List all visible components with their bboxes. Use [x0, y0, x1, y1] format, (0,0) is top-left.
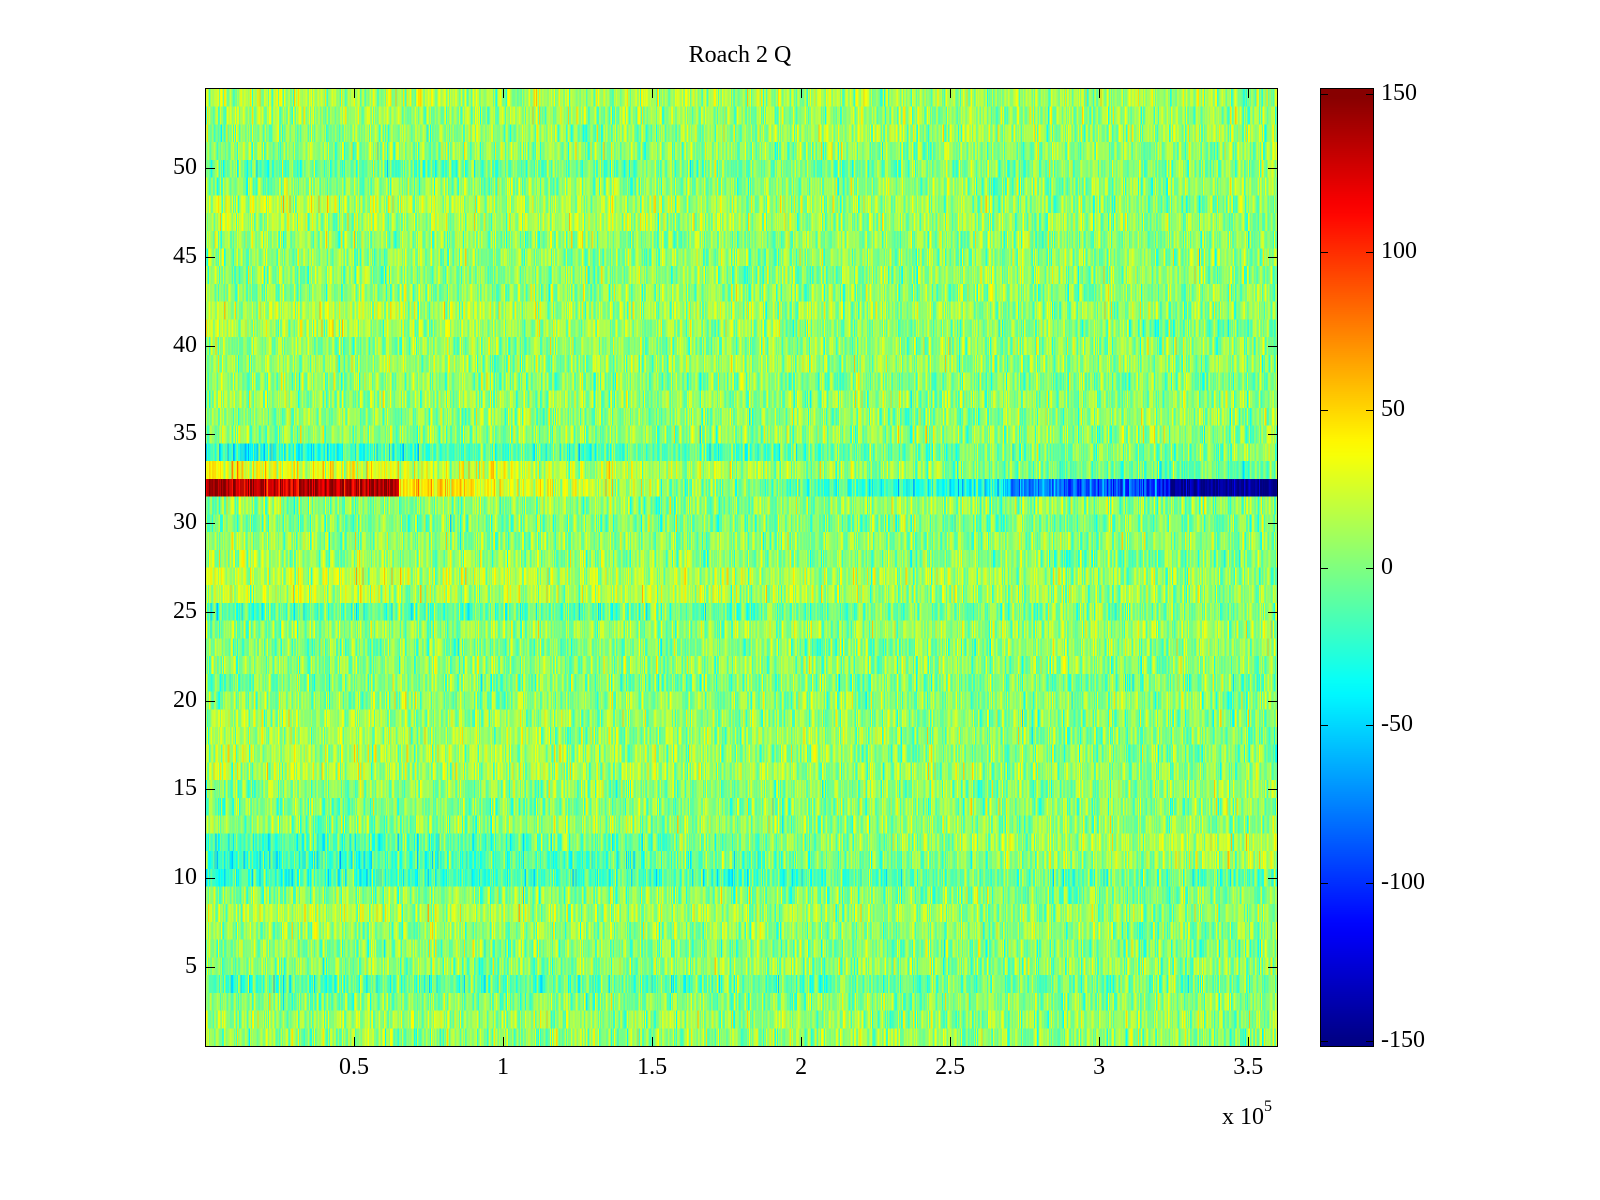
- plot-area: [205, 88, 1278, 1047]
- x-tick-top: [950, 88, 952, 98]
- y-tick-right: [1268, 611, 1278, 613]
- x-tick-label: 0.5: [339, 1054, 370, 1080]
- x-tick-top: [801, 88, 803, 98]
- colorbar-tick-right: [1366, 882, 1374, 884]
- colorbar-tick-label: 50: [1381, 395, 1405, 422]
- y-tick-left: [205, 789, 215, 791]
- colorbar-tick-right: [1366, 725, 1374, 727]
- colorbar-tick-left: [1320, 725, 1328, 727]
- x-tick-bottom: [354, 1037, 356, 1047]
- x-tick-label: 2: [795, 1054, 808, 1080]
- colorbar-tick-right: [1366, 1040, 1374, 1042]
- y-tick-left: [205, 700, 215, 702]
- x-tick-bottom: [503, 1037, 505, 1047]
- y-tick-left: [205, 611, 215, 613]
- x-tick-bottom: [1099, 1037, 1101, 1047]
- y-tick-label: 30: [173, 509, 197, 536]
- colorbar-tick-right: [1366, 252, 1374, 254]
- y-tick-right: [1268, 967, 1278, 969]
- x-multiplier-base: x 10: [1222, 1104, 1264, 1130]
- y-tick-right: [1268, 434, 1278, 436]
- colorbar-tick-label: -50: [1381, 711, 1413, 738]
- colorbar-tick-left: [1320, 409, 1328, 411]
- x-tick-top: [652, 88, 654, 98]
- y-tick-left: [205, 434, 215, 436]
- y-tick-right: [1268, 789, 1278, 791]
- x-tick-bottom: [652, 1037, 654, 1047]
- y-tick-right: [1268, 345, 1278, 347]
- y-tick-right: [1268, 700, 1278, 702]
- x-tick-top: [1099, 88, 1101, 98]
- colorbar-tick-right: [1366, 94, 1374, 96]
- colorbar-tick-left: [1320, 882, 1328, 884]
- x-tick-top: [503, 88, 505, 98]
- x-tick-top: [1248, 88, 1250, 98]
- y-tick-left: [205, 345, 215, 347]
- y-tick-right: [1268, 523, 1278, 525]
- x-tick-top: [354, 88, 356, 98]
- y-tick-left: [205, 167, 215, 169]
- colorbar-tick-label: 100: [1381, 238, 1417, 265]
- x-tick-bottom: [950, 1037, 952, 1047]
- y-tick-left: [205, 523, 215, 525]
- y-tick-label: 35: [173, 420, 197, 447]
- heatmap-cells: [206, 89, 1277, 1046]
- colorbar-tick-left: [1320, 94, 1328, 96]
- y-tick-label: 40: [173, 331, 197, 358]
- y-tick-label: 5: [185, 953, 197, 980]
- chart-title: Roach 2 Q: [688, 42, 792, 68]
- y-tick-label: 45: [173, 242, 197, 269]
- x-tick-label: 3: [1093, 1054, 1106, 1080]
- y-tick-label: 50: [173, 153, 197, 180]
- x-tick-bottom: [1248, 1037, 1250, 1047]
- x-axis-multiplier: x 105: [1222, 1098, 1272, 1131]
- y-tick-left: [205, 256, 215, 258]
- colorbar-tick-label: 0: [1381, 553, 1393, 580]
- y-tick-left: [205, 878, 215, 880]
- colorbar-tick-right: [1366, 409, 1374, 411]
- y-tick-label: 15: [173, 775, 197, 802]
- colorbar-tick-label: -100: [1381, 868, 1425, 895]
- x-multiplier-exponent: 5: [1264, 1098, 1272, 1115]
- colorbar-tick-label: 150: [1381, 80, 1417, 107]
- y-tick-right: [1268, 878, 1278, 880]
- x-tick-label: 3.5: [1233, 1054, 1264, 1080]
- x-tick-bottom: [801, 1037, 803, 1047]
- y-tick-right: [1268, 256, 1278, 258]
- y-tick-label: 20: [173, 686, 197, 713]
- x-tick-label: 2.5: [935, 1054, 966, 1080]
- x-tick-label: 1.5: [637, 1054, 668, 1080]
- y-tick-left: [205, 967, 215, 969]
- colorbar-tick-left: [1320, 567, 1328, 569]
- x-tick-label: 1: [497, 1054, 510, 1080]
- y-tick-label: 10: [173, 864, 197, 891]
- y-tick-right: [1268, 167, 1278, 169]
- colorbar-tick-label: -150: [1381, 1026, 1425, 1053]
- colorbar-tick-right: [1366, 567, 1374, 569]
- y-tick-label: 25: [173, 597, 197, 624]
- colorbar-tick-left: [1320, 1040, 1328, 1042]
- colorbar-tick-left: [1320, 252, 1328, 254]
- colorbar-gradient: [1321, 89, 1373, 1046]
